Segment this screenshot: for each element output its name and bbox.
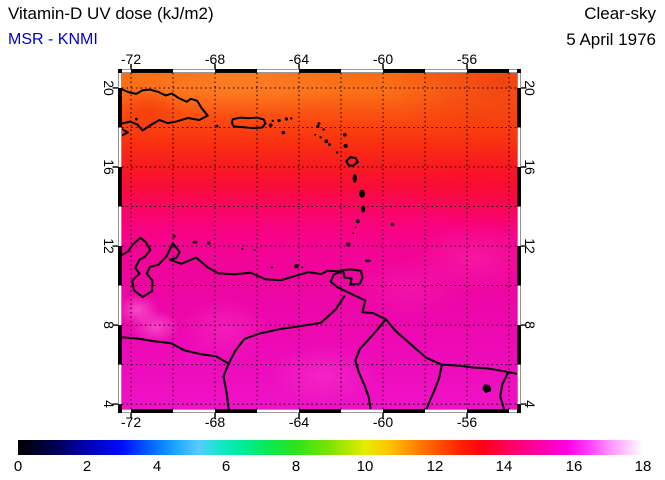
border-venezuela-guyana bbox=[354, 318, 387, 411]
coast-hispaniola bbox=[120, 88, 209, 132]
header-left: Vitamin-D UV dose (kJ/m2) MSR - KNMI bbox=[8, 4, 214, 49]
colorbar-label-12: 12 bbox=[426, 458, 444, 475]
lon-label-bottom-68: -68 bbox=[204, 414, 226, 430]
colorbar-label-2: 2 bbox=[82, 458, 92, 475]
lon-label-bottom-60: -60 bbox=[372, 414, 394, 430]
coastlines-layer bbox=[120, 88, 520, 411]
colorbar bbox=[18, 440, 643, 455]
small-islands-layer bbox=[134, 117, 395, 269]
border-suriname-frguiana bbox=[499, 371, 510, 411]
lat-label-left-20: 20 bbox=[101, 80, 117, 96]
colorbar-label-16: 16 bbox=[565, 458, 583, 475]
lat-label-left-8: 8 bbox=[101, 321, 117, 329]
lon-label-top-72: -72 bbox=[120, 51, 142, 67]
lon-label-top-56: -56 bbox=[456, 51, 478, 67]
header-right: Clear-sky 5 April 1976 bbox=[566, 4, 656, 50]
data-source-label: MSR - KNMI bbox=[8, 31, 98, 48]
lake-brokopondo bbox=[482, 384, 492, 393]
lat-label-right-4: 4 bbox=[522, 400, 538, 408]
coast-guadeloupe bbox=[345, 156, 359, 168]
lon-label-top-68: -68 bbox=[204, 51, 226, 67]
axis-ticks bbox=[112, 63, 527, 419]
lon-label-top-64: -64 bbox=[288, 51, 310, 67]
colorbar-label-18: 18 bbox=[634, 458, 652, 475]
coast-haiti-south bbox=[120, 128, 129, 137]
river-orinoco bbox=[222, 295, 346, 411]
sky-condition-label: Clear-sky bbox=[584, 4, 656, 23]
uv-dose-field bbox=[122, 73, 517, 409]
lat-label-right-20: 20 bbox=[522, 80, 538, 96]
border-guyana-suriname bbox=[425, 363, 443, 411]
zebra-border bbox=[118, 69, 521, 413]
map-frame bbox=[112, 63, 527, 419]
map-overlay bbox=[112, 63, 527, 419]
lat-label-right-12: 12 bbox=[522, 238, 538, 254]
date-label: 5 April 1976 bbox=[566, 30, 656, 49]
lat-label-left-4: 4 bbox=[101, 400, 117, 408]
lat-label-left-12: 12 bbox=[101, 238, 117, 254]
lat-label-right-16: 16 bbox=[522, 159, 538, 175]
colorbar-label-14: 14 bbox=[495, 458, 513, 475]
colorbar-label-10: 10 bbox=[356, 458, 374, 475]
lat-label-left-16: 16 bbox=[101, 159, 117, 175]
lon-label-bottom-64: -64 bbox=[288, 414, 310, 430]
colorbar-label-8: 8 bbox=[291, 458, 301, 475]
coast-trinidad bbox=[342, 268, 364, 286]
coast-puerto-rico bbox=[230, 116, 267, 130]
lon-label-bottom-72: -72 bbox=[120, 414, 142, 430]
lat-label-right-8: 8 bbox=[522, 321, 538, 329]
colorbar-label-6: 6 bbox=[221, 458, 231, 475]
coast-south-america bbox=[120, 236, 520, 376]
river-meta bbox=[120, 336, 230, 365]
lon-label-bottom-56: -56 bbox=[456, 414, 478, 430]
lon-label-top-60: -60 bbox=[372, 51, 394, 67]
page-title: Vitamin-D UV dose (kJ/m2) bbox=[8, 4, 214, 23]
colorbar-label-4: 4 bbox=[152, 458, 162, 475]
colorbar-label-0: 0 bbox=[13, 458, 23, 475]
